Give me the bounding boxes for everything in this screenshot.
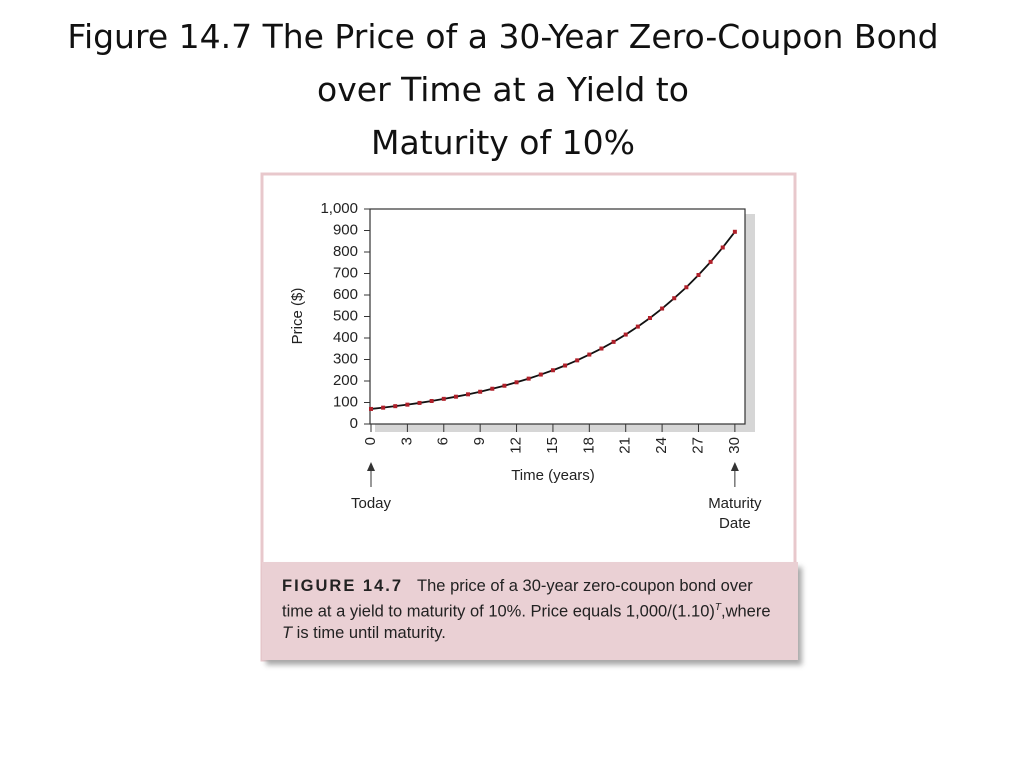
x-axis-label: Time (years) [511,467,595,484]
x-tick-label: 27 [689,437,706,454]
data-point [478,389,483,394]
data-point [453,394,458,399]
data-point [732,229,737,234]
x-tick-label: 21 [617,437,634,454]
y-tick-label: 800 [333,243,358,260]
data-point [587,352,592,357]
data-point [393,404,398,409]
data-point [563,363,568,368]
data-point [696,273,701,278]
x-tick-label: 24 [653,437,670,454]
data-point [502,383,507,388]
caption-text: is time until maturity. [292,623,446,642]
annotation-text: Today [351,495,392,512]
data-point [490,386,495,391]
data-point [381,405,386,410]
caption: FIGURE 14.7 The price of a 30-year zero-c… [262,562,798,660]
annotation-text: Date [719,515,751,532]
y-tick-label: 500 [333,307,358,324]
title-line: Maturity of 10% [371,123,635,162]
data-point [526,376,531,381]
caption-text: ,where [721,602,771,621]
x-tick-label: 15 [544,437,561,454]
x-tick-label: 0 [362,437,379,445]
y-tick-label: 200 [333,372,358,389]
y-tick-label: 600 [333,286,358,303]
y-tick-label: 400 [333,329,358,346]
data-point [647,316,652,321]
slide-title: Figure 14.7 The Price of a 30-Year Zero-… [0,10,1006,169]
data-point [720,245,725,250]
data-point [611,339,616,344]
y-tick-label: 300 [333,350,358,367]
title-line: Figure 14.7 The Price of a 30-Year Zero-… [67,17,939,56]
x-tick-label: 9 [471,437,488,445]
arrow-head [367,462,375,471]
title-line: over Time at a Yield to [317,70,689,109]
x-tick-label: 18 [580,437,597,454]
x-tick-label: 6 [435,437,452,445]
y-tick-label: 900 [333,221,358,238]
data-point [635,324,640,329]
data-point [514,380,519,385]
data-point [623,332,628,337]
arrow-head [730,462,739,471]
caption-label: FIGURE 14.7 [282,577,404,595]
annotation-text: Maturity [708,495,762,512]
y-axis-label: Price ($) [289,288,306,345]
data-point [417,400,422,405]
data-point [684,285,689,290]
data-point [550,368,555,373]
caption-sup: T [714,602,721,613]
data-point [466,392,471,397]
y-tick-label: 100 [333,393,358,410]
y-tick-label: 0 [350,415,358,432]
caption-italic: T [282,623,293,642]
data-point [599,346,604,351]
x-tick-label: 30 [726,437,743,454]
data-point [575,358,580,363]
x-tick-label: 3 [398,437,415,445]
data-point [429,398,434,403]
plot-area [369,208,746,425]
data-point [672,296,677,301]
data-point [441,396,446,401]
data-point [538,372,543,377]
data-point [405,402,410,407]
y-tick-label: 700 [333,264,358,281]
x-tick-label: 12 [508,437,525,454]
caption-text: The price of a 30-year zero-coupon bond … [282,577,753,621]
data-point [369,406,373,411]
y-tick-label: 1,000 [320,200,358,217]
data-point [708,259,713,264]
data-point [660,306,665,311]
